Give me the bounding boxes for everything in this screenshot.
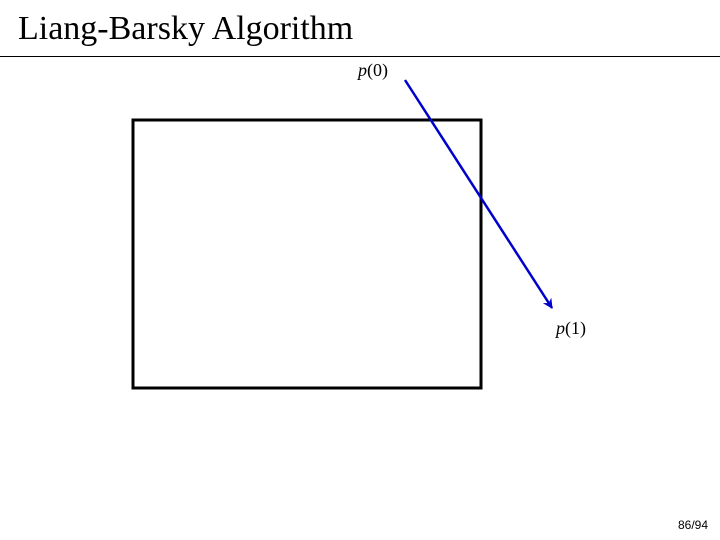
title-underline bbox=[0, 56, 720, 57]
label-p0-arg: (0) bbox=[367, 60, 388, 80]
label-p1: p(1) bbox=[556, 318, 586, 339]
diagram-svg bbox=[0, 60, 720, 500]
page-title: Liang-Barsky Algorithm bbox=[18, 10, 353, 48]
parametric-line bbox=[405, 80, 552, 308]
label-p1-arg: (1) bbox=[565, 318, 586, 338]
diagram: p(0) p(1) bbox=[0, 60, 720, 500]
clip-rectangle bbox=[133, 120, 481, 388]
label-p1-var: p bbox=[556, 318, 565, 338]
page-number: 86/94 bbox=[678, 518, 708, 532]
label-p0-var: p bbox=[358, 60, 367, 80]
label-p0: p(0) bbox=[358, 60, 388, 81]
